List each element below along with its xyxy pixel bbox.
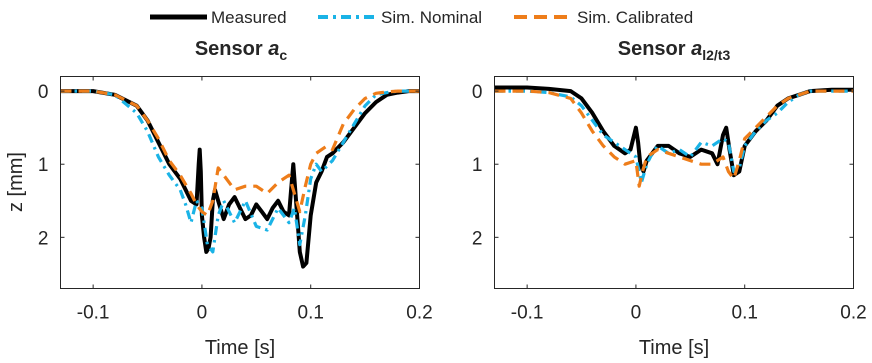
series-line-measured bbox=[494, 85, 854, 178]
series-line-sim-nominal bbox=[60, 89, 420, 254]
y-tick-label: 1 bbox=[38, 155, 49, 176]
series-line-sim-nominal bbox=[494, 89, 854, 185]
x-tick-label: 0.2 bbox=[840, 303, 866, 324]
y-tick-label: 2 bbox=[38, 228, 49, 249]
chart-right-lines bbox=[494, 85, 854, 188]
y-tick-label: 0 bbox=[472, 82, 483, 103]
chart-left-ticks: -0.1 0 0.1 0.2 0 1 2 bbox=[38, 76, 433, 324]
chart-right-xlabel: Time [s] bbox=[639, 337, 709, 359]
legend-label-sim-nominal: Sim. Nominal bbox=[381, 8, 482, 27]
x-tick-label: 0.1 bbox=[732, 303, 758, 324]
chart-left: Sensor ac -0.1 0 0.1 0.2 0 1 2 Time [s] z [mm] bbox=[5, 38, 433, 359]
y-tick-label: 1 bbox=[472, 155, 483, 176]
y-tick-label: 0 bbox=[38, 82, 49, 103]
legend-label-sim-calibrated: Sim. Calibrated bbox=[577, 8, 693, 27]
chart-right-axes-box bbox=[494, 76, 854, 289]
chart-left-title: Sensor ac bbox=[195, 38, 288, 63]
x-tick-label: 0.2 bbox=[406, 303, 432, 324]
x-tick-label: -0.1 bbox=[511, 303, 544, 324]
chart-right: Sensor al2/t3 -0.1 0 0.1 0.2 0 1 2 Time [s] bbox=[472, 38, 867, 359]
chart-left-ylabel: z [mm] bbox=[5, 152, 27, 212]
y-tick-label: 2 bbox=[472, 228, 483, 249]
chart-right-ticks: -0.1 0 0.1 0.2 0 1 2 bbox=[472, 76, 867, 324]
chart-left-xlabel: Time [s] bbox=[205, 337, 275, 359]
series-line-sim-calibrated bbox=[494, 89, 854, 188]
legend: Measured Sim. Nominal Sim. Calibrated bbox=[150, 8, 693, 27]
x-tick-label: 0 bbox=[197, 303, 208, 324]
legend-label-measured: Measured bbox=[211, 8, 287, 27]
x-tick-label: -0.1 bbox=[77, 303, 110, 324]
chart-left-lines bbox=[60, 89, 420, 269]
x-tick-label: 0.1 bbox=[298, 303, 324, 324]
x-tick-label: 0 bbox=[631, 303, 642, 324]
chart-right-title: Sensor al2/t3 bbox=[618, 38, 731, 63]
series-line-measured bbox=[60, 89, 420, 269]
chart-left-axes-box bbox=[60, 76, 420, 289]
